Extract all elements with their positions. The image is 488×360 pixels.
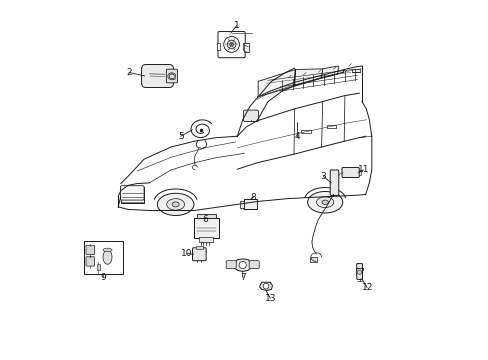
Bar [351, 69, 359, 72]
Bar [194, 219, 218, 238]
Ellipse shape [157, 193, 194, 216]
Bar [301, 130, 310, 134]
Text: 8: 8 [250, 193, 256, 202]
Bar [197, 214, 215, 219]
Ellipse shape [103, 248, 112, 252]
Text: 6: 6 [202, 215, 207, 224]
Ellipse shape [316, 197, 333, 208]
Ellipse shape [321, 200, 328, 204]
FancyBboxPatch shape [341, 167, 359, 177]
FancyBboxPatch shape [249, 261, 259, 269]
FancyBboxPatch shape [86, 257, 94, 266]
Text: 1: 1 [233, 21, 239, 30]
Bar [83, 241, 122, 274]
Circle shape [263, 283, 268, 289]
Bar [121, 187, 144, 203]
Bar [198, 237, 212, 242]
FancyBboxPatch shape [243, 110, 258, 122]
Polygon shape [234, 259, 250, 271]
Ellipse shape [172, 202, 179, 207]
Bar [243, 43, 246, 50]
Bar [239, 201, 244, 208]
Circle shape [223, 37, 239, 52]
Text: 5: 5 [178, 132, 183, 141]
Text: 4: 4 [294, 132, 300, 141]
FancyBboxPatch shape [356, 264, 362, 279]
Text: 12: 12 [361, 283, 372, 292]
Circle shape [227, 40, 235, 49]
FancyBboxPatch shape [226, 261, 236, 269]
Text: 3: 3 [320, 172, 325, 181]
Text: 7: 7 [239, 273, 245, 282]
Polygon shape [321, 66, 338, 78]
Bar [358, 170, 361, 175]
Circle shape [357, 270, 361, 274]
Text: 2: 2 [126, 68, 132, 77]
Text: 10: 10 [180, 249, 192, 258]
Ellipse shape [103, 250, 112, 264]
Circle shape [229, 42, 233, 46]
Circle shape [239, 261, 246, 269]
Bar [216, 43, 220, 50]
FancyBboxPatch shape [166, 69, 177, 83]
FancyBboxPatch shape [329, 170, 338, 195]
FancyBboxPatch shape [218, 32, 244, 58]
FancyBboxPatch shape [192, 248, 206, 261]
Text: 13: 13 [264, 294, 276, 303]
Polygon shape [258, 69, 295, 97]
Bar [326, 125, 335, 128]
FancyBboxPatch shape [120, 186, 144, 200]
Bar [244, 42, 249, 51]
Ellipse shape [166, 199, 184, 210]
Bar [97, 264, 100, 270]
Text: 9: 9 [100, 273, 106, 282]
FancyBboxPatch shape [142, 64, 173, 87]
Bar [309, 257, 316, 262]
Ellipse shape [307, 192, 342, 213]
Bar [196, 246, 202, 249]
FancyBboxPatch shape [86, 245, 94, 255]
Text: 11: 11 [357, 166, 368, 175]
Polygon shape [259, 282, 272, 291]
Bar [244, 199, 257, 210]
Polygon shape [294, 69, 322, 86]
